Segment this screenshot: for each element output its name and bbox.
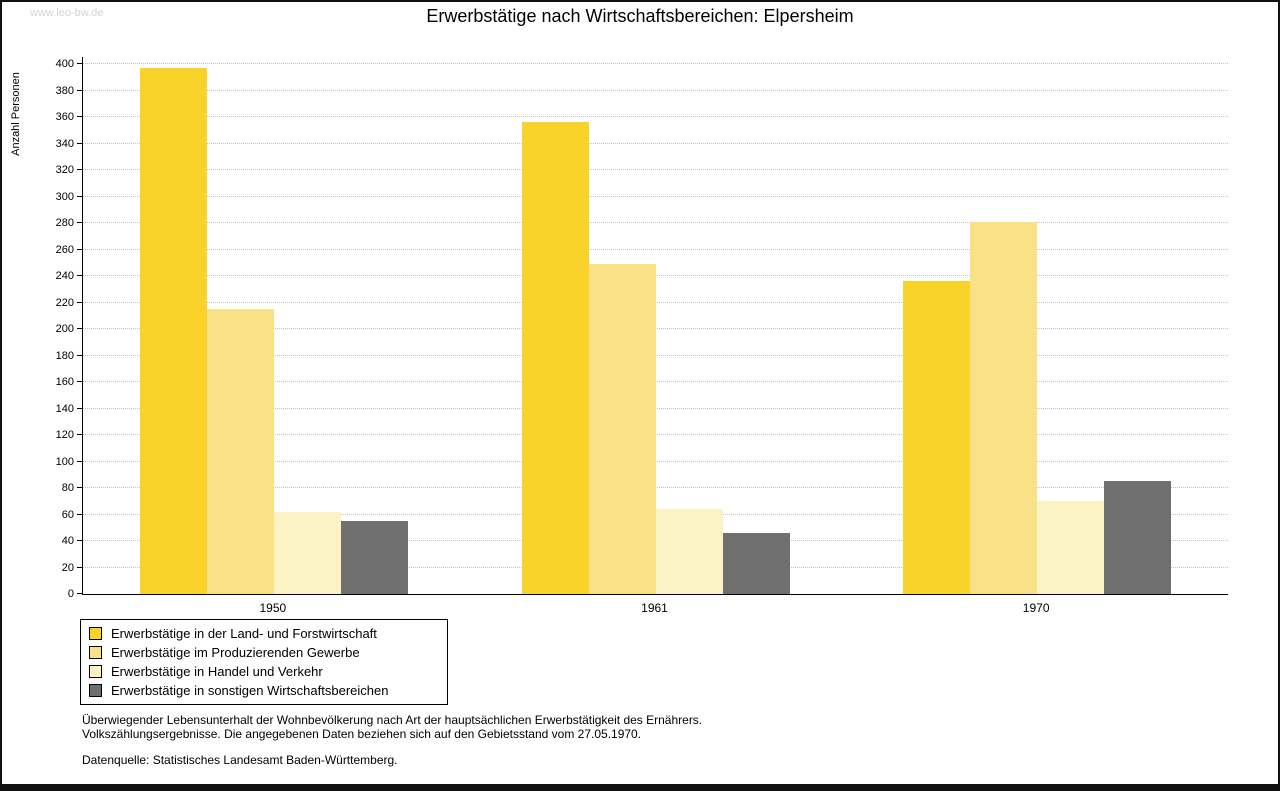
legend-item: Erwerbstätige in Handel und Verkehr bbox=[89, 662, 439, 681]
y-axis-tick bbox=[77, 354, 83, 356]
legend-item: Erwerbstätige im Produzierenden Gewerbe bbox=[89, 643, 439, 662]
gridline bbox=[83, 275, 1228, 276]
bar bbox=[139, 67, 207, 594]
y-tick-label: 80 bbox=[61, 482, 74, 494]
gridline bbox=[83, 407, 1228, 409]
bottom-border-bar bbox=[2, 784, 1278, 789]
y-axis-tick bbox=[77, 540, 83, 541]
y-axis-tick bbox=[77, 116, 83, 117]
y-axis-tick bbox=[77, 248, 83, 250]
y-tick-label: 0 bbox=[67, 588, 74, 600]
y-tick-label: 400 bbox=[55, 58, 74, 70]
gridline bbox=[83, 169, 1228, 170]
footnote-line-1: Überwiegender Lebensunterhalt der Wohnbe… bbox=[82, 713, 703, 727]
gridline bbox=[83, 248, 1228, 250]
y-axis-tick bbox=[77, 434, 83, 435]
gridline bbox=[83, 487, 1228, 488]
y-axis-tick bbox=[77, 460, 83, 462]
y-tick-label: 120 bbox=[55, 429, 74, 441]
y-axis-tick bbox=[77, 169, 83, 170]
gridline bbox=[83, 354, 1228, 356]
y-tick-label: 180 bbox=[55, 349, 74, 362]
y-tick-label: 280 bbox=[55, 217, 74, 229]
x-axis-category-labels: 1950 1961 1970 bbox=[82, 601, 1227, 617]
gridline bbox=[83, 89, 1228, 91]
y-axis-tick bbox=[77, 593, 83, 594]
y-tick-label: 100 bbox=[55, 455, 74, 468]
gridline bbox=[83, 116, 1228, 117]
y-tick-label: 300 bbox=[55, 190, 74, 203]
legend-label: Erwerbstätige in Handel und Verkehr bbox=[111, 664, 323, 679]
y-tick-label: 140 bbox=[55, 402, 74, 415]
bar bbox=[655, 509, 723, 594]
y-axis-tick bbox=[77, 381, 83, 382]
y-axis-tick bbox=[77, 275, 83, 276]
bar bbox=[588, 264, 656, 594]
bar bbox=[722, 533, 790, 594]
legend-item: Erwerbstätige in sonstigen Wirtschaftsbe… bbox=[89, 681, 439, 700]
data-source: Datenquelle: Statistisches Landesamt Bad… bbox=[82, 753, 398, 767]
plot-area bbox=[77, 57, 1228, 595]
bar bbox=[273, 511, 341, 594]
y-axis-tick bbox=[77, 222, 83, 223]
legend-label: Erwerbstätige im Produzierenden Gewerbe bbox=[111, 645, 360, 660]
gridline bbox=[83, 195, 1228, 197]
y-tick-label: 320 bbox=[55, 164, 74, 176]
gridline bbox=[83, 434, 1228, 435]
y-axis-tick bbox=[77, 513, 83, 515]
bar bbox=[903, 281, 971, 594]
bar bbox=[206, 309, 274, 594]
legend-swatch bbox=[89, 646, 102, 659]
y-tick-label: 200 bbox=[55, 323, 74, 335]
gridline bbox=[83, 142, 1228, 144]
legend-swatch bbox=[89, 684, 102, 697]
gridline bbox=[83, 222, 1228, 223]
y-tick-label: 60 bbox=[61, 508, 74, 521]
legend-swatch bbox=[89, 665, 102, 678]
footnote: Überwiegender Lebensunterhalt der Wohnbe… bbox=[82, 713, 702, 741]
legend-label: Erwerbstätige in der Land- und Forstwirt… bbox=[111, 626, 377, 641]
gridline bbox=[83, 63, 1228, 64]
gridline bbox=[83, 381, 1228, 382]
y-tick-label: 20 bbox=[61, 561, 74, 574]
footnote-line-2: Volkszählungsergebnisse. Die angegebenen… bbox=[82, 727, 642, 741]
x-category-label: 1961 bbox=[641, 601, 668, 615]
gridline bbox=[83, 301, 1228, 303]
y-tick-label: 220 bbox=[55, 296, 74, 309]
y-tick-label: 360 bbox=[55, 111, 74, 123]
gridline bbox=[83, 328, 1228, 329]
bar bbox=[521, 122, 589, 594]
legend-label: Erwerbstätige in sonstigen Wirtschaftsbe… bbox=[111, 683, 389, 698]
y-tick-label: 260 bbox=[55, 243, 74, 256]
x-category-label: 1970 bbox=[1022, 601, 1050, 615]
y-axis-tick bbox=[77, 195, 83, 197]
bar bbox=[970, 221, 1038, 594]
y-tick-label: 380 bbox=[55, 84, 74, 97]
y-tick-label: 160 bbox=[55, 376, 74, 388]
y-axis-tick bbox=[77, 301, 83, 303]
y-axis-tick bbox=[77, 328, 83, 329]
legend-box: Erwerbstätige in der Land- und Forstwirt… bbox=[80, 619, 448, 705]
y-axis-tick bbox=[77, 566, 83, 568]
bar bbox=[340, 521, 408, 594]
y-axis-tick bbox=[77, 407, 83, 409]
y-tick-label: 40 bbox=[61, 535, 74, 547]
legend-swatch bbox=[89, 627, 102, 640]
gridline bbox=[83, 460, 1228, 462]
y-axis-tick bbox=[77, 63, 83, 64]
bar bbox=[1104, 481, 1172, 594]
y-axis-tick bbox=[77, 142, 83, 144]
y-axis-label: Anzahl Personen bbox=[10, 72, 22, 156]
legend-item: Erwerbstätige in der Land- und Forstwirt… bbox=[89, 624, 439, 643]
y-tick-label: 240 bbox=[55, 270, 74, 282]
y-tick-label: 340 bbox=[55, 137, 74, 150]
y-axis-tick-labels: 0 20 40 60 80 100 120 140 160 180 200 220 240 260 280 3… bbox=[38, 57, 74, 600]
bar bbox=[1037, 501, 1105, 594]
y-axis-tick bbox=[77, 89, 83, 91]
watermark: www.leo-bw.de bbox=[30, 7, 104, 19]
chart-title: Erwerbstätige nach Wirtschaftsbereichen:… bbox=[426, 6, 854, 26]
x-category-label: 1950 bbox=[259, 601, 287, 615]
y-axis-tick bbox=[77, 487, 83, 488]
